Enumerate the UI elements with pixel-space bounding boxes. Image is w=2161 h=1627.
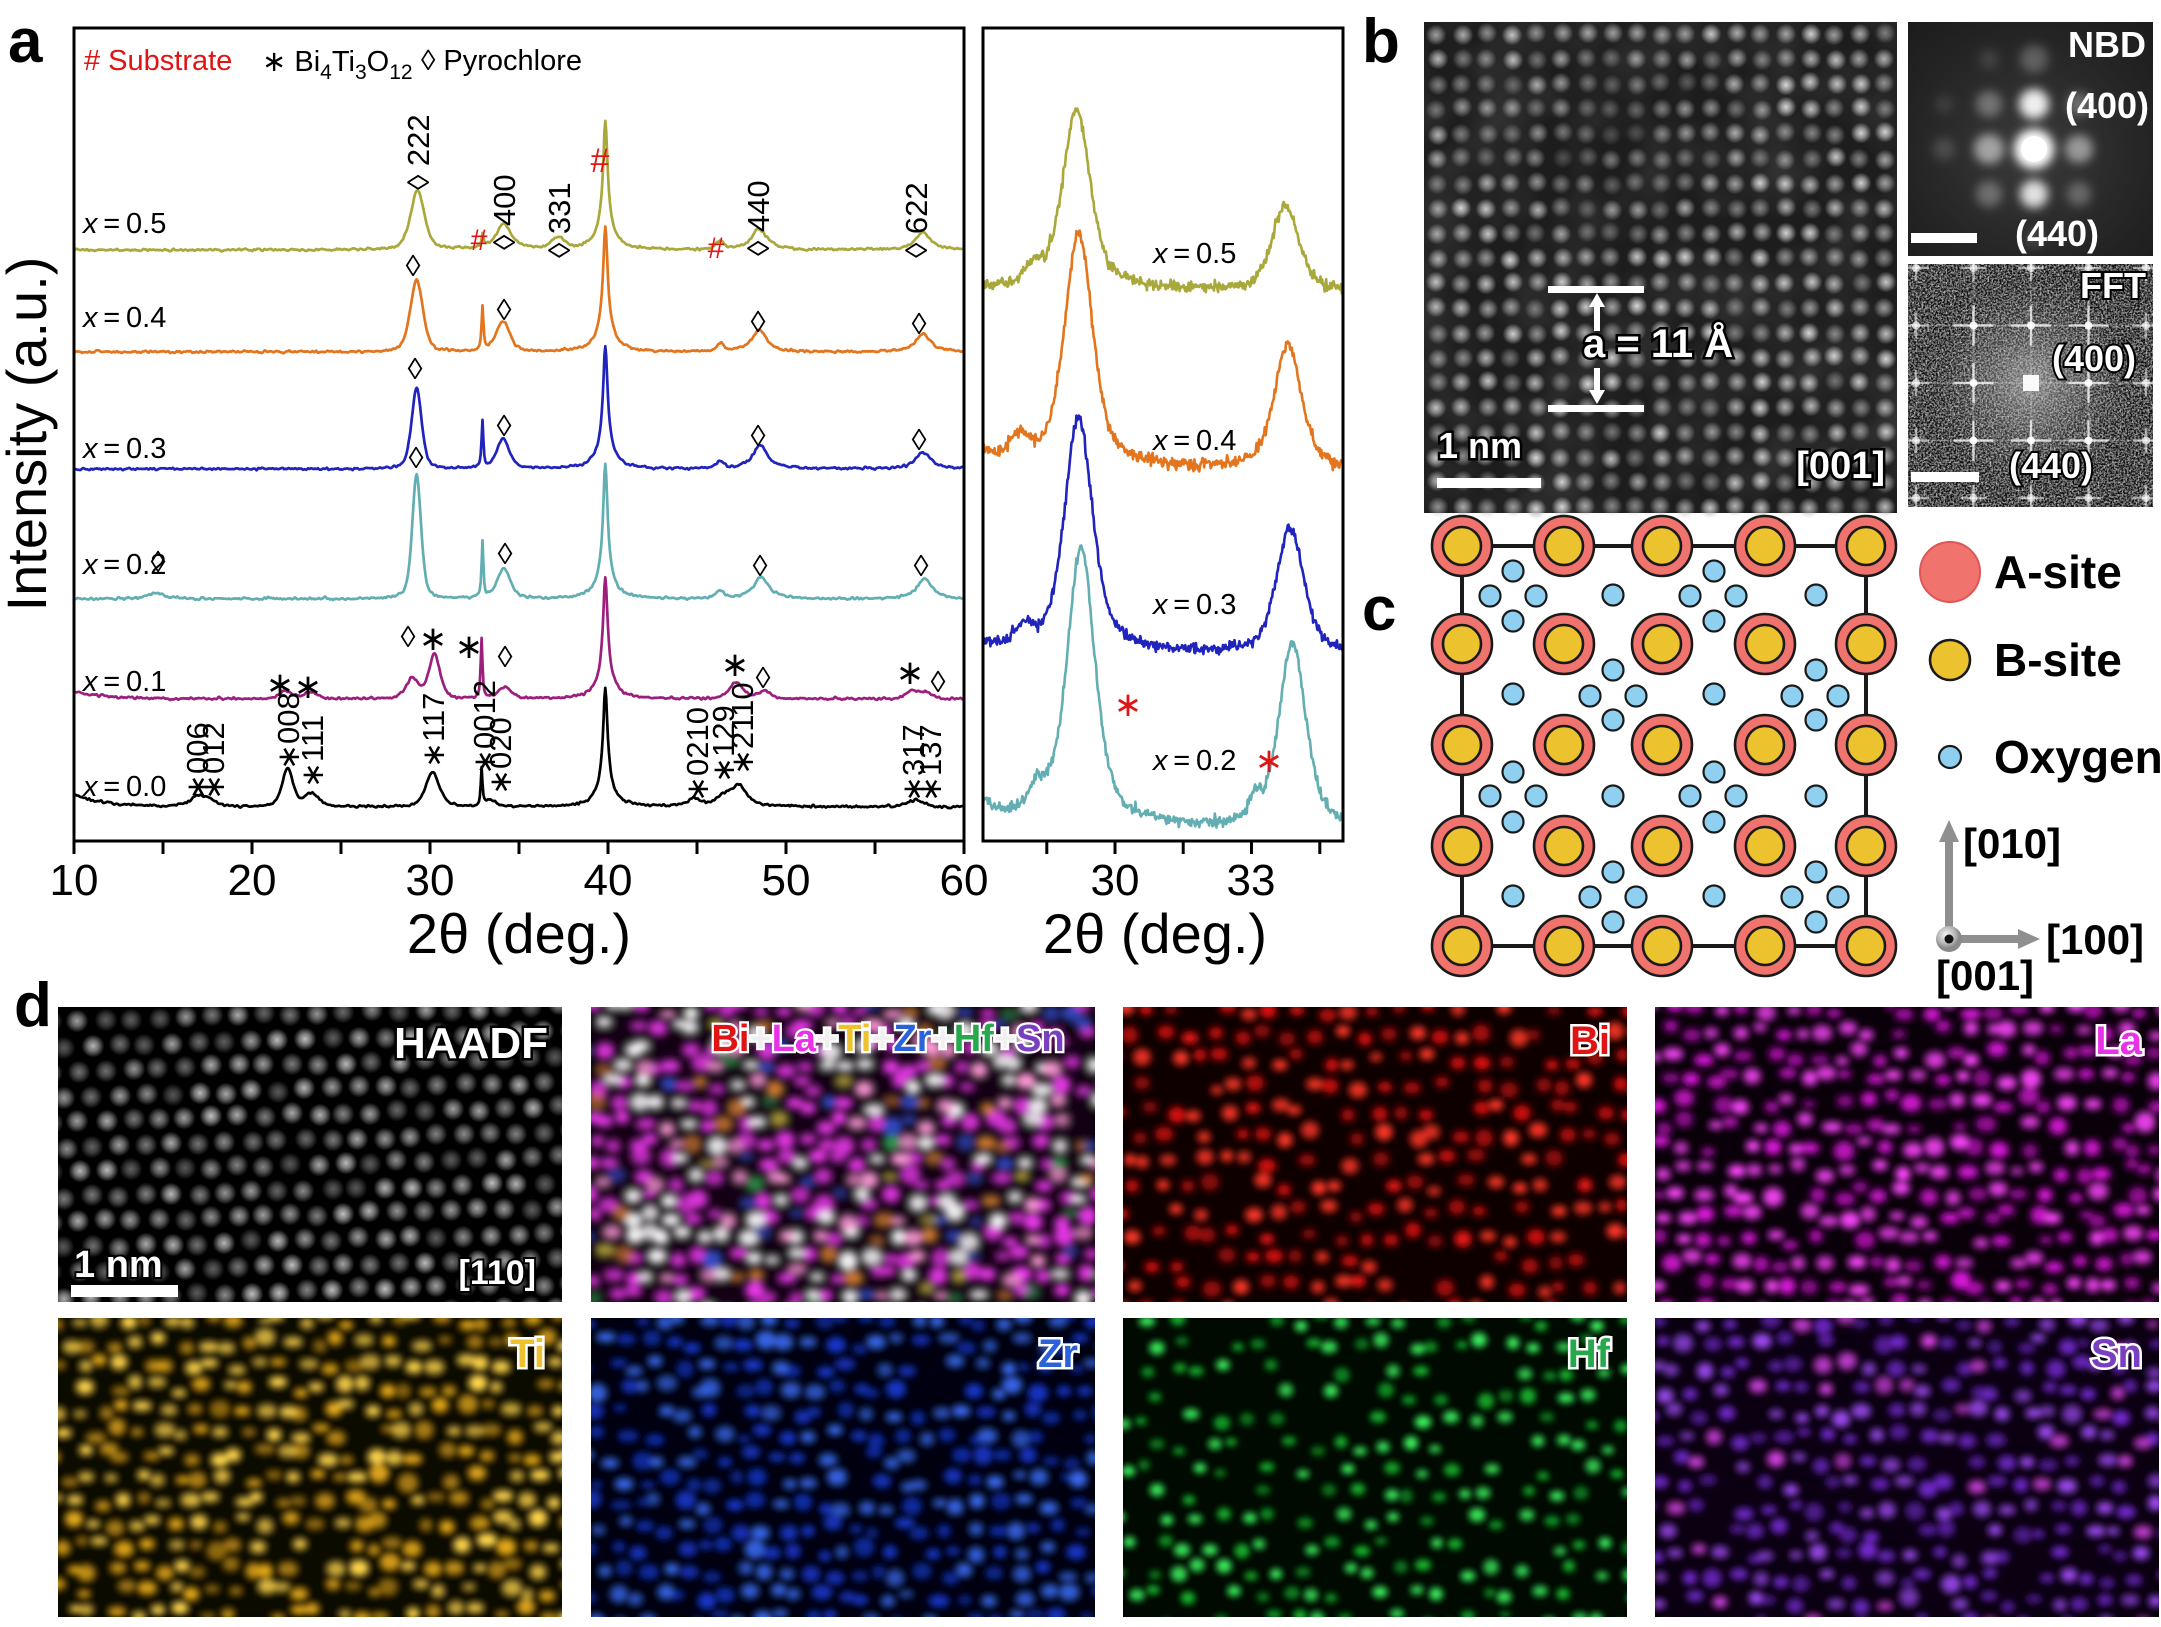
svg-text:La: La <box>2095 1019 2142 1063</box>
svg-text:x = 0.4: x = 0.4 <box>1151 425 1236 457</box>
svg-text:∗: ∗ <box>1255 742 1284 780</box>
svg-text:◊ 440: ◊ 440 <box>741 180 776 256</box>
svg-text:1 nm: 1 nm <box>1438 425 1522 466</box>
svg-text:∗: ∗ <box>294 668 323 706</box>
svg-text:◊: ◊ <box>497 410 512 443</box>
svg-text:33: 33 <box>1227 856 1276 905</box>
svg-text:d: d <box>14 971 52 1040</box>
svg-text:Bi: Bi <box>1570 1019 1610 1063</box>
svg-text:HAADF: HAADF <box>394 1019 548 1068</box>
svg-text:#: # <box>471 224 488 257</box>
svg-text:∗: ∗ <box>419 620 448 658</box>
svg-text:1 nm: 1 nm <box>74 1244 163 1286</box>
svg-text:[100]: [100] <box>2046 916 2144 963</box>
svg-text:◊: ◊ <box>912 424 927 457</box>
svg-text:c: c <box>1362 575 1396 644</box>
svg-text:50: 50 <box>762 856 811 905</box>
svg-text:b: b <box>1362 7 1400 76</box>
svg-text:∗: ∗ <box>266 666 295 704</box>
svg-text:◊: ◊ <box>751 420 766 453</box>
svg-text:∗: ∗ <box>721 646 750 684</box>
svg-text:◊: ◊ <box>498 641 513 674</box>
svg-text:x = 0.3: x = 0.3 <box>81 433 166 465</box>
svg-text:◊: ◊ <box>409 442 424 475</box>
svg-text:∗117: ∗117 <box>416 693 451 768</box>
svg-text:2θ (deg.): 2θ (deg.) <box>407 902 631 965</box>
svg-text:x = 0.4: x = 0.4 <box>81 302 166 334</box>
svg-text:# Substrate: # Substrate <box>84 45 232 77</box>
svg-text:Ti: Ti <box>510 1332 545 1376</box>
svg-text:◊: ◊ <box>912 308 927 341</box>
svg-text:(440): (440) <box>2015 213 2099 254</box>
svg-text:[010]: [010] <box>1963 820 2061 867</box>
svg-text:FFT: FFT <box>2080 265 2146 306</box>
svg-text:x = 0.0: x = 0.0 <box>81 771 166 803</box>
svg-text:◊: ◊ <box>751 306 766 339</box>
svg-text:Intensity (a.u.): Intensity (a.u.) <box>0 257 58 612</box>
svg-text:#: # <box>708 232 725 265</box>
svg-text:∗111: ∗111 <box>295 715 330 788</box>
svg-text:◊: ◊ <box>498 538 513 571</box>
svg-text:30: 30 <box>406 856 455 905</box>
svg-text:∗: ∗ <box>896 654 925 692</box>
svg-text:Oxygen: Oxygen <box>1994 731 2161 783</box>
svg-text:x = 0.5: x = 0.5 <box>81 208 166 240</box>
svg-text:∗: ∗ <box>1114 686 1143 724</box>
svg-text:2θ (deg.): 2θ (deg.) <box>1043 902 1267 965</box>
svg-text:x = 0.3: x = 0.3 <box>1151 589 1236 621</box>
svg-text:◊: ◊ <box>931 666 946 699</box>
svg-text:(440): (440) <box>2009 445 2093 486</box>
svg-text:◊: ◊ <box>151 546 166 579</box>
svg-text:◊: ◊ <box>408 353 423 386</box>
svg-text:◊: ◊ <box>914 550 929 583</box>
svg-text:a = 11 Å: a = 11 Å <box>1583 321 1733 366</box>
svg-text:Zr: Zr <box>1038 1332 1078 1376</box>
svg-text:[110]: [110] <box>459 1254 537 1292</box>
svg-text:◊: ◊ <box>406 250 421 283</box>
svg-text:30: 30 <box>1091 856 1140 905</box>
svg-text:◊ 331: ◊ 331 <box>542 182 577 258</box>
svg-text:B-site: B-site <box>1994 634 2122 686</box>
svg-text:Bi+La+Ti+Zr+Hf+Sn: Bi+La+Ti+Zr+Hf+Sn <box>711 1018 1064 1060</box>
svg-text:[001]: [001] <box>1936 952 2034 999</box>
svg-text:x = 0.5: x = 0.5 <box>1151 238 1236 270</box>
svg-text:Hf: Hf <box>1568 1332 1611 1376</box>
svg-text:◊ 400: ◊ 400 <box>487 174 522 250</box>
svg-text:(400): (400) <box>2065 85 2149 126</box>
svg-text:40: 40 <box>584 856 633 905</box>
svg-text:∗020: ∗020 <box>483 717 518 795</box>
svg-text:◊ Pyrochlore: ◊ Pyrochlore <box>421 45 582 77</box>
svg-text:x = 0.2: x = 0.2 <box>1151 745 1236 777</box>
svg-text:◊ 222: ◊ 222 <box>401 114 436 190</box>
svg-text:[001]: [001] <box>1796 445 1885 487</box>
svg-text:#: # <box>591 142 610 180</box>
svg-text:a: a <box>8 7 43 76</box>
svg-text:(400): (400) <box>2052 338 2136 379</box>
svg-text:◊ 622: ◊ 622 <box>899 182 934 258</box>
svg-text:Sn: Sn <box>2091 1332 2142 1376</box>
svg-text:A-site: A-site <box>1994 546 2122 598</box>
svg-text:◊: ◊ <box>401 621 416 654</box>
svg-text:20: 20 <box>228 856 277 905</box>
svg-text:∗137: ∗137 <box>913 724 948 802</box>
svg-text:◊: ◊ <box>497 294 512 327</box>
svg-text:NBD: NBD <box>2068 24 2146 65</box>
svg-text:◊: ◊ <box>753 550 768 583</box>
svg-text:∗012: ∗012 <box>196 722 231 800</box>
svg-text:∗: ∗ <box>455 628 484 666</box>
svg-text:∗2110: ∗2110 <box>725 682 760 775</box>
svg-text:x = 0.1: x = 0.1 <box>81 666 166 698</box>
svg-text:◊: ◊ <box>756 662 771 695</box>
svg-text:60: 60 <box>940 856 989 905</box>
svg-text:10: 10 <box>50 856 99 905</box>
